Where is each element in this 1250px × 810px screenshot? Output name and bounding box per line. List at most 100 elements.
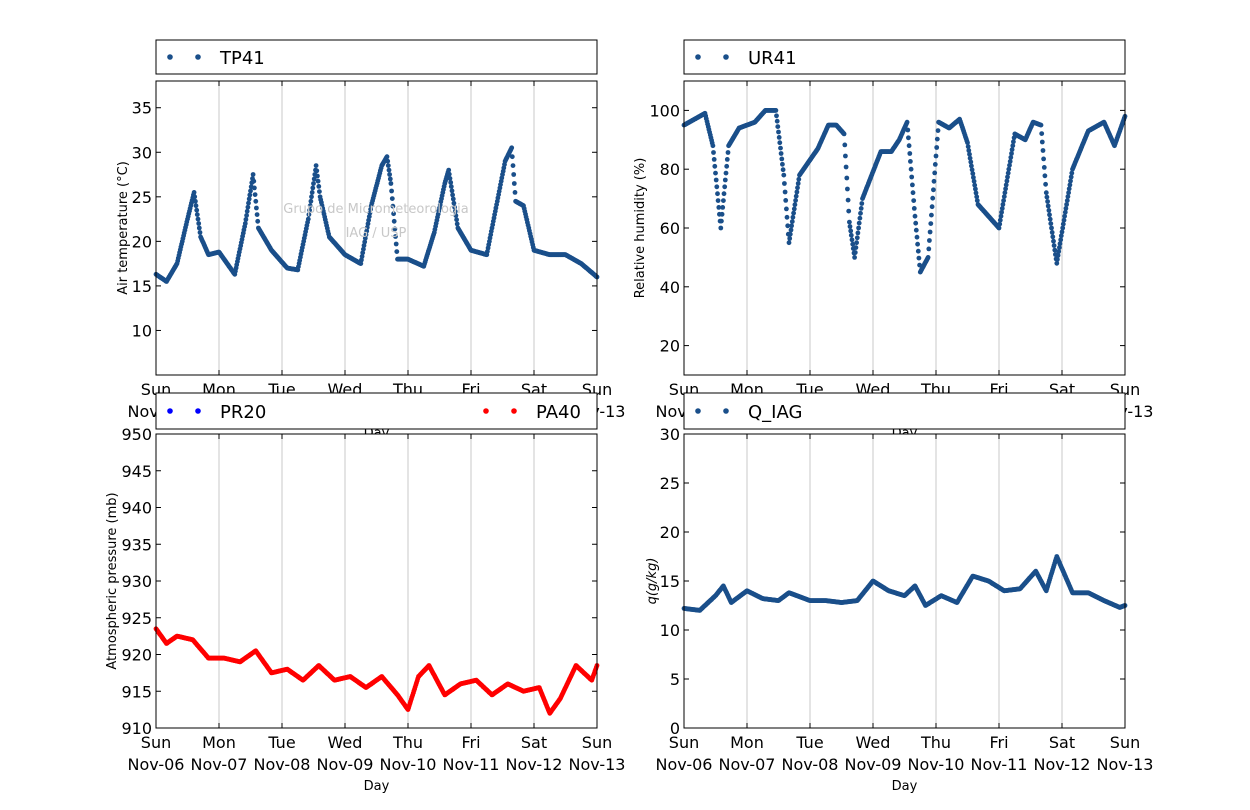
data-point [509, 154, 515, 160]
x-tick-day-label: Fri [461, 733, 480, 752]
data-point [774, 118, 780, 124]
data-point [778, 145, 783, 151]
x-tick-day-label: Mon [202, 733, 236, 752]
data-point [787, 231, 793, 237]
x-axis-label: Day [364, 779, 390, 794]
data-point [791, 210, 796, 216]
y-tick-label: 10 [132, 321, 152, 340]
data-point [309, 194, 314, 200]
x-tick-date-label: Nov-09 [317, 755, 374, 774]
legend-entry-label: Q_IAG [748, 402, 802, 423]
data-point [366, 214, 372, 220]
y-tick-label: 925 [121, 609, 152, 628]
data-point [857, 215, 863, 221]
data-point [848, 228, 854, 234]
data-point [509, 145, 515, 151]
data-point [196, 225, 202, 231]
data-point [448, 184, 454, 190]
data-point [974, 194, 980, 200]
data-point [253, 198, 259, 204]
data-point [1003, 182, 1009, 188]
data-point [391, 218, 397, 224]
data-point [244, 213, 250, 218]
data-point [913, 227, 919, 233]
data-point [927, 238, 932, 243]
data-point [842, 142, 848, 148]
data-point [933, 153, 939, 159]
data-point [931, 187, 936, 193]
data-point [908, 159, 913, 164]
data-point [913, 220, 919, 226]
data-point [912, 213, 918, 219]
data-point [387, 176, 393, 182]
data-point [906, 135, 911, 141]
data-point [721, 198, 726, 204]
data-point [254, 212, 260, 218]
data-point [315, 173, 320, 179]
y-tick-label: 0 [670, 719, 680, 738]
data-point [972, 182, 978, 188]
data-point [852, 250, 858, 255]
data-point [931, 178, 937, 184]
data-point [316, 184, 322, 189]
data-point [789, 219, 795, 225]
data-point [1058, 237, 1064, 243]
data-point [719, 211, 725, 217]
data-point [451, 200, 457, 206]
watermark-line-2: IAG / USP [346, 226, 407, 241]
data-point [793, 198, 798, 203]
data-point [724, 163, 730, 169]
chart-panel-3: 910 915 920 925 930 935 940 945 950 Sun Nov-06 Mon N… [105, 392, 625, 794]
data-point [718, 225, 724, 231]
x-tick-date-label: Nov-10 [908, 755, 965, 774]
data-point [1009, 151, 1014, 156]
y-tick-label: 25 [660, 474, 680, 493]
y-tick-label: 945 [121, 462, 152, 481]
data-point [1067, 182, 1073, 188]
data-point [777, 140, 783, 146]
data-point [361, 243, 367, 248]
data-point [715, 191, 720, 197]
data-point [1068, 178, 1073, 184]
data-point [192, 194, 198, 200]
data-point [723, 170, 729, 176]
data-point [391, 211, 396, 217]
data-point [776, 129, 781, 135]
x-tick-day-label: Thu [392, 733, 423, 752]
data-point [314, 168, 320, 174]
data-point [999, 209, 1004, 215]
data-point [782, 189, 788, 195]
data-point [1049, 230, 1055, 235]
data-point [363, 232, 369, 238]
legend-marker [723, 408, 729, 414]
data-point [255, 218, 261, 224]
data-point [847, 224, 853, 229]
data-point [910, 182, 915, 188]
data-point [1061, 217, 1067, 223]
y-tick-label: 940 [121, 499, 152, 518]
data-point [780, 167, 786, 173]
data-point [786, 240, 792, 246]
data-point [1045, 203, 1051, 209]
series-TP41 [153, 145, 600, 284]
data-point [1043, 181, 1048, 187]
legend-marker [695, 408, 701, 414]
data-point [779, 156, 785, 162]
data-point [384, 154, 390, 160]
y-tick-label: 20 [660, 523, 680, 542]
data-point [787, 236, 793, 241]
data-point [1052, 247, 1058, 253]
y-tick-label: 920 [121, 646, 152, 665]
data-point [1051, 243, 1057, 249]
data-point [968, 159, 974, 165]
data-point [309, 190, 315, 195]
y-tick-label: 25 [132, 188, 152, 207]
y-tick-label: 930 [121, 572, 152, 591]
data-point [852, 255, 857, 260]
legend-marker [195, 408, 201, 414]
data-point [446, 167, 452, 173]
data-point [1011, 139, 1016, 145]
data-point [247, 192, 253, 198]
data-point [773, 108, 779, 113]
data-point [242, 221, 248, 226]
